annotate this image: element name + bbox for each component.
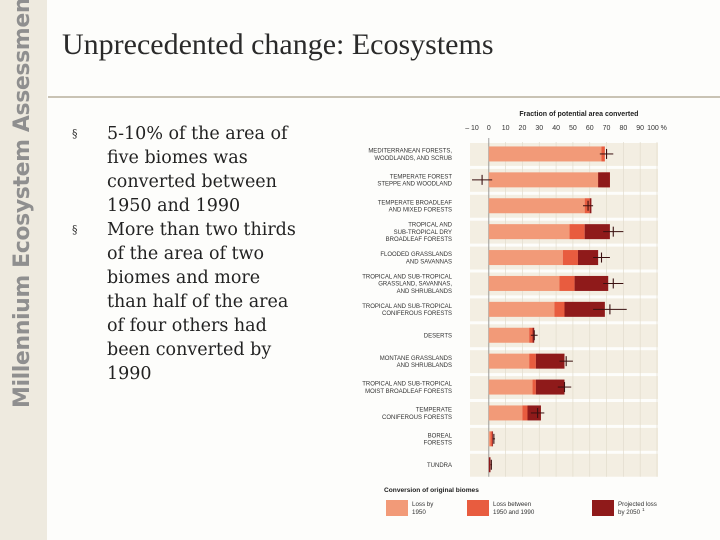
x-tick-label: 100 % (647, 125, 667, 132)
bar-loss-1950-1990 (559, 275, 575, 291)
bar-projected-2050 (574, 275, 609, 291)
category-label: TEMPERATE FOREST (390, 174, 453, 180)
bar-projected-2050 (535, 379, 565, 395)
category-label: AND SHRUBLANDS (397, 363, 452, 369)
x-tick-label: 40 (552, 125, 560, 132)
x-tick-label: 50 (569, 125, 577, 132)
category-label: TUNDRA (427, 463, 452, 469)
category-label: TROPICAL AND SUB-TROPICAL (362, 304, 452, 310)
bar-loss-by-1950 (488, 250, 563, 266)
bar-projected-2050 (535, 353, 565, 369)
legend-title: Conversion of original biomes (384, 487, 479, 494)
x-tick-label: 30 (535, 125, 543, 132)
category-label: BOREAL (428, 433, 453, 439)
category-label: MEDITERRANEAN FORESTS, (368, 149, 452, 155)
brand-vertical-text: Millennium Ecosystem Assessment (10, 0, 35, 408)
chart-svg: Fraction of potential area converted – 10… (362, 111, 667, 516)
conversion-chart: Fraction of potential area converted – 10… (334, 104, 690, 534)
bar-loss-by-1950 (488, 172, 602, 188)
bar-loss-by-1950 (488, 224, 570, 240)
legend-label: 1950 (412, 509, 426, 516)
bar-projected-2050 (488, 457, 491, 473)
bar-loss-1950-1990 (554, 301, 565, 317)
category-label: AND SAVANNAS (406, 259, 452, 265)
category-label: DESERTS (424, 333, 452, 339)
bullet-text: More than two thirds of the area of two … (107, 220, 296, 384)
x-tick-label: 0 (487, 125, 491, 132)
legend-swatch (386, 500, 408, 516)
category-label: BROADLEAF FORESTS (386, 237, 452, 243)
bullet-icon: § (72, 127, 78, 140)
legend-label: Loss between (493, 501, 532, 508)
category-label: AND MIXED FORESTS (389, 208, 452, 214)
bullet-icon: § (72, 223, 78, 236)
category-label: MOIST BROADLEAF FORESTS (365, 389, 452, 395)
category-label: STEPPE AND WOODLAND (377, 182, 452, 188)
bar-loss-by-1950 (488, 146, 602, 162)
bar-loss-by-1950 (488, 198, 585, 214)
chart-title: Fraction of potential area converted (519, 111, 638, 118)
bullet-item: § More than two thirds of the area of tw… (64, 218, 304, 386)
x-tick-label: 90 (636, 125, 644, 132)
bar-loss-by-1950 (488, 405, 523, 421)
category-label: FORESTS (424, 441, 452, 447)
bar-projected-2050 (492, 431, 494, 447)
bar-loss-by-1950 (488, 379, 533, 395)
bar-projected-2050 (577, 250, 599, 266)
category-label: AND SHRUBLANDS (397, 289, 452, 295)
category-label: TEMPERATE (416, 408, 452, 414)
bar-loss-1950-1990 (490, 431, 493, 447)
bar-loss-by-1950 (488, 301, 555, 317)
category-label: TROPICAL AND SUB-TROPICAL (362, 274, 452, 280)
x-tick-label: 10 (502, 125, 510, 132)
x-tick-label: 80 (619, 125, 627, 132)
bullet-item: § 5-10% of the area of five biomes was c… (64, 122, 304, 218)
x-tick-label: – 10 (465, 125, 479, 132)
bar-loss-by-1950 (488, 353, 530, 369)
x-tick-label: 60 (586, 125, 594, 132)
category-label: CONIFEROUS FORESTS (382, 415, 452, 421)
x-tick-label: 70 (603, 125, 611, 132)
category-label: CONIFEROUS FORESTS (382, 311, 452, 317)
bar-loss-1950-1990 (532, 379, 536, 395)
legend-label: 1950 and 1990 (493, 509, 535, 516)
title-divider (48, 96, 720, 98)
bar-loss-1950-1990 (529, 353, 536, 369)
bar-loss-1950-1990 (569, 224, 585, 240)
category-label: TROPICAL AND (408, 223, 452, 229)
bullet-list: § 5-10% of the area of five biomes was c… (64, 122, 304, 386)
category-label: FLOODED GRASSLANDS (380, 252, 452, 258)
sidebar-band: Millennium Ecosystem Assessment (0, 0, 47, 540)
legend-footnote-mark: 1 (642, 507, 645, 512)
row-band (470, 427, 658, 451)
legend-swatch (467, 500, 489, 516)
category-label: MONTANE GRASSLANDS (380, 356, 452, 362)
legend-swatch (592, 500, 614, 516)
bar-loss-by-1950 (488, 275, 560, 291)
category-label: SUB-TROPICAL DRY (394, 230, 452, 236)
legend-label: by 2050 (618, 509, 641, 516)
legend-label: Projected loss (618, 501, 657, 508)
category-label: GRASSLAND, SAVANNAS, (378, 282, 452, 288)
bar-loss-1950-1990 (562, 250, 578, 266)
bar-projected-2050 (584, 224, 610, 240)
row-band (470, 453, 658, 477)
bar-loss-by-1950 (488, 431, 491, 447)
bar-loss-by-1950 (488, 327, 530, 343)
x-tick-label: 20 (519, 125, 527, 132)
category-label: WOODLANDS, AND SCRUB (374, 156, 452, 162)
category-label: TEMPERATE BROADLEAF (378, 200, 453, 206)
bar-projected-2050 (598, 172, 610, 188)
category-label: TROPICAL AND SUB-TROPICAL (362, 382, 452, 388)
bar-loss-1950-1990 (522, 405, 528, 421)
bar-projected-2050 (564, 301, 605, 317)
slide-title: Unprecedented change: Ecosystems (62, 28, 494, 61)
legend-label: Loss by (412, 501, 434, 508)
bullet-text: 5-10% of the area of five biomes was con… (107, 124, 288, 216)
